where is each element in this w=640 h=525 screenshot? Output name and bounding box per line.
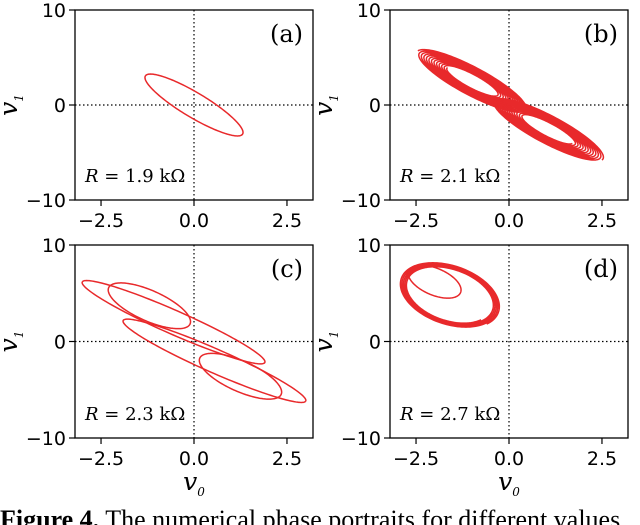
y-tick-label: 0 bbox=[54, 332, 66, 354]
panel-label: (a) bbox=[270, 20, 303, 48]
y-tick-label: −10 bbox=[26, 428, 66, 450]
x-axis-label: v0 bbox=[498, 467, 520, 499]
y-tick-label: −10 bbox=[341, 428, 381, 450]
x-tick-label: 0.0 bbox=[179, 210, 209, 232]
trajectory-loop-1 bbox=[399, 262, 501, 328]
x-tick-label: 0.0 bbox=[494, 448, 524, 470]
x-axis-label: v0 bbox=[183, 467, 205, 499]
trajectory-loop-2 bbox=[407, 264, 462, 299]
phase-portrait-figure: −2.5 0.0 2.5 −10 0 10 v1 (a) R = 1.9 kΩ −2.5 0.0 2.… bbox=[0, 0, 629, 499]
y-tick-label: 10 bbox=[42, 235, 66, 257]
trajectory-loop-1 bbox=[144, 73, 244, 137]
y-tick-label: 10 bbox=[357, 0, 381, 22]
x-tick-label: 2.5 bbox=[587, 448, 617, 470]
x-tick-label: 0.0 bbox=[494, 210, 524, 232]
caption-figure-number: Figure 4. bbox=[0, 505, 100, 525]
trajectory-loop-4 bbox=[198, 352, 283, 400]
trajectory-loop-2 bbox=[122, 318, 307, 404]
caption-text: The numerical phase portraits for differ… bbox=[105, 505, 621, 525]
x-tick-label: −2.5 bbox=[393, 448, 439, 470]
y-tick-label: 0 bbox=[369, 332, 381, 354]
panel-label: (d) bbox=[584, 255, 618, 283]
x-tick-label: −2.5 bbox=[78, 448, 124, 470]
panel-1: −2.5 0.0 2.5 −10 0 10 v1 (a) R = 1.9 kΩ bbox=[0, 0, 314, 232]
y-axis-label: v1 bbox=[0, 331, 26, 353]
panel-label: (b) bbox=[584, 20, 618, 48]
trajectory-loop-1 bbox=[417, 48, 527, 113]
y-axis-label: v1 bbox=[309, 331, 341, 353]
x-tick-label: −2.5 bbox=[393, 210, 439, 232]
resistance-annotation: R = 1.9 kΩ bbox=[84, 166, 185, 187]
y-axis-label: v1 bbox=[0, 94, 26, 116]
trajectory-loop-1 bbox=[81, 279, 266, 365]
y-tick-label: −10 bbox=[341, 190, 381, 212]
x-tick-label: 0.0 bbox=[179, 448, 209, 470]
figure-caption: Figure 4. The numerical phase portraits … bbox=[0, 500, 640, 525]
x-tick-label: 2.5 bbox=[272, 448, 302, 470]
panel-4: −2.5 0.0 2.5 −10 0 10 v1 v0 (d) R = 2.7 kΩ bbox=[309, 235, 629, 499]
panel-label: (c) bbox=[271, 255, 303, 283]
x-tick-label: −2.5 bbox=[78, 210, 124, 232]
resistance-annotation: R = 2.1 kΩ bbox=[399, 166, 500, 187]
trajectory-loop-3 bbox=[107, 282, 192, 330]
resistance-annotation: R = 2.3 kΩ bbox=[84, 404, 185, 425]
y-tick-label: 10 bbox=[357, 235, 381, 257]
panels-group: −2.5 0.0 2.5 −10 0 10 v1 (a) R = 1.9 kΩ −2.5 0.0 2.… bbox=[0, 0, 629, 499]
resistance-annotation: R = 2.7 kΩ bbox=[399, 404, 500, 425]
y-axis-label: v1 bbox=[309, 94, 341, 116]
x-tick-label: 2.5 bbox=[587, 210, 617, 232]
y-tick-label: 10 bbox=[42, 0, 66, 22]
x-tick-label: 2.5 bbox=[272, 210, 302, 232]
y-tick-label: 0 bbox=[54, 95, 66, 117]
y-tick-label: 0 bbox=[369, 95, 381, 117]
trajectory-loop-2 bbox=[493, 97, 605, 161]
panel-3: −2.5 0.0 2.5 −10 0 10 v1 v0 (c) R = 2.3 kΩ bbox=[0, 235, 314, 499]
y-tick-label: −10 bbox=[26, 190, 66, 212]
panel-2: −2.5 0.0 2.5 −10 0 10 v1 (b) R = 2.1 kΩ bbox=[309, 0, 629, 232]
